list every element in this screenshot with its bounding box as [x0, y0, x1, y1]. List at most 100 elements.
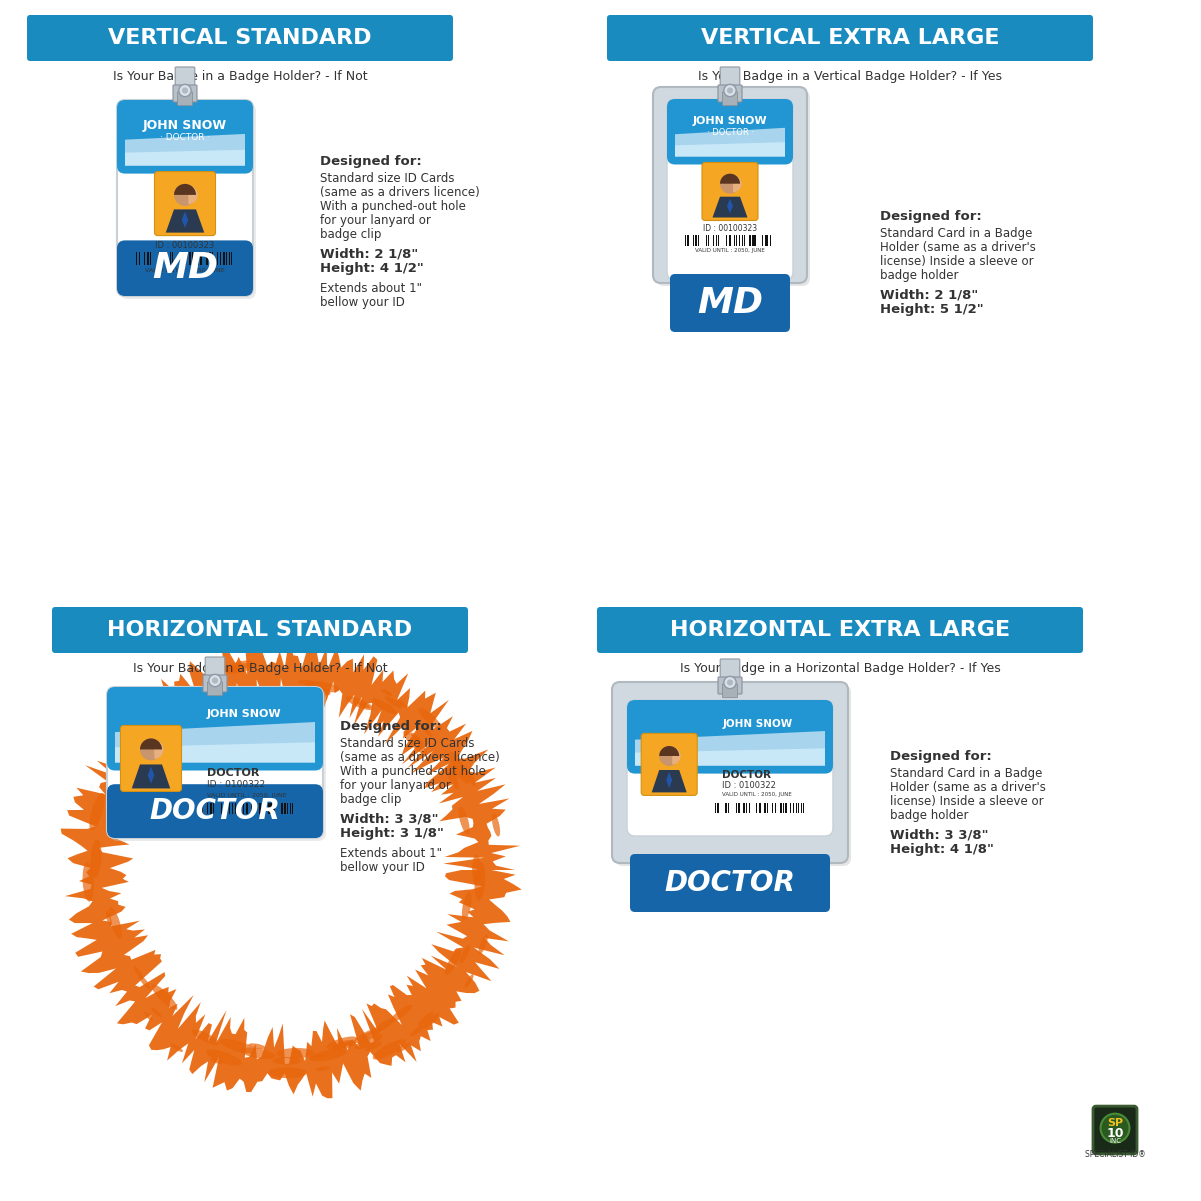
Text: Extends about 1": Extends about 1": [319, 282, 422, 295]
Ellipse shape: [171, 1044, 183, 1052]
FancyBboxPatch shape: [116, 240, 253, 295]
FancyBboxPatch shape: [615, 685, 852, 866]
Bar: [270, 803, 273, 814]
Polygon shape: [652, 770, 687, 793]
Ellipse shape: [365, 1042, 382, 1051]
Ellipse shape: [374, 1018, 395, 1033]
Bar: [136, 252, 137, 265]
Text: bellow your ID: bellow your ID: [319, 295, 405, 309]
Ellipse shape: [106, 910, 112, 926]
Circle shape: [659, 746, 680, 766]
FancyBboxPatch shape: [667, 98, 793, 280]
Bar: [262, 803, 263, 814]
Ellipse shape: [390, 1005, 412, 1022]
Text: VALID UNTIL : 2050, JUNE: VALID UNTIL : 2050, JUNE: [207, 793, 287, 797]
Text: Holder (same as a driver's: Holder (same as a driver's: [890, 781, 1046, 794]
Ellipse shape: [316, 1066, 330, 1071]
FancyBboxPatch shape: [178, 91, 192, 106]
Ellipse shape: [268, 1068, 306, 1078]
Text: for your lanyard or: for your lanyard or: [340, 779, 450, 791]
Text: Extends about 1": Extends about 1": [340, 847, 442, 860]
Bar: [169, 252, 171, 265]
Bar: [199, 803, 201, 814]
Ellipse shape: [357, 701, 370, 709]
Text: Designed for:: Designed for:: [340, 721, 442, 733]
Ellipse shape: [492, 813, 500, 837]
Text: 10: 10: [1106, 1127, 1124, 1140]
Ellipse shape: [83, 862, 94, 902]
Ellipse shape: [89, 793, 104, 830]
Polygon shape: [675, 127, 785, 156]
Polygon shape: [635, 731, 825, 765]
Text: DOCTOR: DOCTOR: [664, 870, 795, 897]
Text: VERTICAL STANDARD: VERTICAL STANDARD: [108, 28, 372, 48]
Ellipse shape: [215, 695, 241, 707]
Ellipse shape: [404, 731, 428, 754]
Bar: [695, 235, 697, 246]
Wedge shape: [174, 184, 196, 195]
Ellipse shape: [384, 697, 402, 709]
Ellipse shape: [133, 966, 143, 979]
Text: ID : 00100323: ID : 00100323: [703, 225, 757, 233]
Polygon shape: [181, 211, 189, 228]
Polygon shape: [61, 640, 521, 1099]
Ellipse shape: [423, 727, 432, 736]
Ellipse shape: [354, 1028, 382, 1042]
Bar: [220, 252, 221, 265]
Circle shape: [209, 674, 221, 687]
Bar: [229, 803, 231, 814]
FancyBboxPatch shape: [26, 14, 453, 61]
Text: badge holder: badge holder: [890, 809, 968, 821]
FancyBboxPatch shape: [703, 162, 758, 221]
FancyBboxPatch shape: [107, 784, 323, 838]
Ellipse shape: [462, 891, 472, 920]
Circle shape: [211, 677, 219, 683]
Bar: [783, 802, 784, 813]
FancyBboxPatch shape: [718, 85, 742, 102]
Bar: [729, 235, 730, 246]
Bar: [795, 802, 797, 813]
Ellipse shape: [411, 1026, 424, 1036]
Text: Designed for:: Designed for:: [880, 210, 981, 223]
Bar: [715, 802, 716, 813]
FancyBboxPatch shape: [641, 734, 698, 795]
Text: Designed for:: Designed for:: [890, 749, 992, 763]
Text: Is Your Badge in a Vertical Badge Holder? - If Yes: Is Your Badge in a Vertical Badge Holder…: [698, 70, 1002, 83]
Bar: [793, 802, 794, 813]
Text: Height: 5 1/2": Height: 5 1/2": [880, 303, 984, 316]
Ellipse shape: [123, 729, 142, 752]
Text: badge holder: badge holder: [880, 269, 958, 282]
Bar: [161, 252, 162, 265]
Bar: [717, 802, 719, 813]
Ellipse shape: [226, 663, 256, 674]
FancyBboxPatch shape: [175, 67, 195, 94]
Ellipse shape: [419, 709, 442, 730]
Text: VALID UNTIL : 2050, JUNE: VALID UNTIL : 2050, JUNE: [722, 793, 793, 797]
FancyBboxPatch shape: [670, 274, 790, 331]
Ellipse shape: [448, 752, 470, 783]
Bar: [184, 252, 186, 265]
Polygon shape: [115, 722, 315, 763]
Text: Is Your Badge in a Badge Holder? - If Not: Is Your Badge in a Badge Holder? - If No…: [113, 70, 368, 83]
FancyBboxPatch shape: [667, 98, 793, 165]
FancyBboxPatch shape: [721, 659, 740, 686]
Text: Is Your Badge in a Badge Holder? - If Not: Is Your Badge in a Badge Holder? - If No…: [132, 662, 387, 675]
Polygon shape: [727, 198, 733, 214]
Polygon shape: [115, 742, 315, 763]
Polygon shape: [132, 765, 171, 788]
Text: (same as a drivers licence): (same as a drivers licence): [340, 751, 500, 764]
FancyBboxPatch shape: [613, 682, 848, 864]
Ellipse shape: [305, 681, 340, 692]
Bar: [147, 252, 149, 265]
Bar: [709, 235, 710, 246]
Ellipse shape: [151, 1008, 161, 1017]
Text: license) Inside a sleeve or: license) Inside a sleeve or: [880, 255, 1034, 268]
Ellipse shape: [249, 1044, 265, 1050]
Circle shape: [724, 84, 736, 96]
Text: license) Inside a sleeve or: license) Inside a sleeve or: [890, 795, 1044, 808]
Bar: [273, 803, 275, 814]
FancyBboxPatch shape: [607, 14, 1093, 61]
Ellipse shape: [141, 725, 148, 734]
Bar: [221, 803, 222, 814]
Ellipse shape: [459, 806, 470, 835]
